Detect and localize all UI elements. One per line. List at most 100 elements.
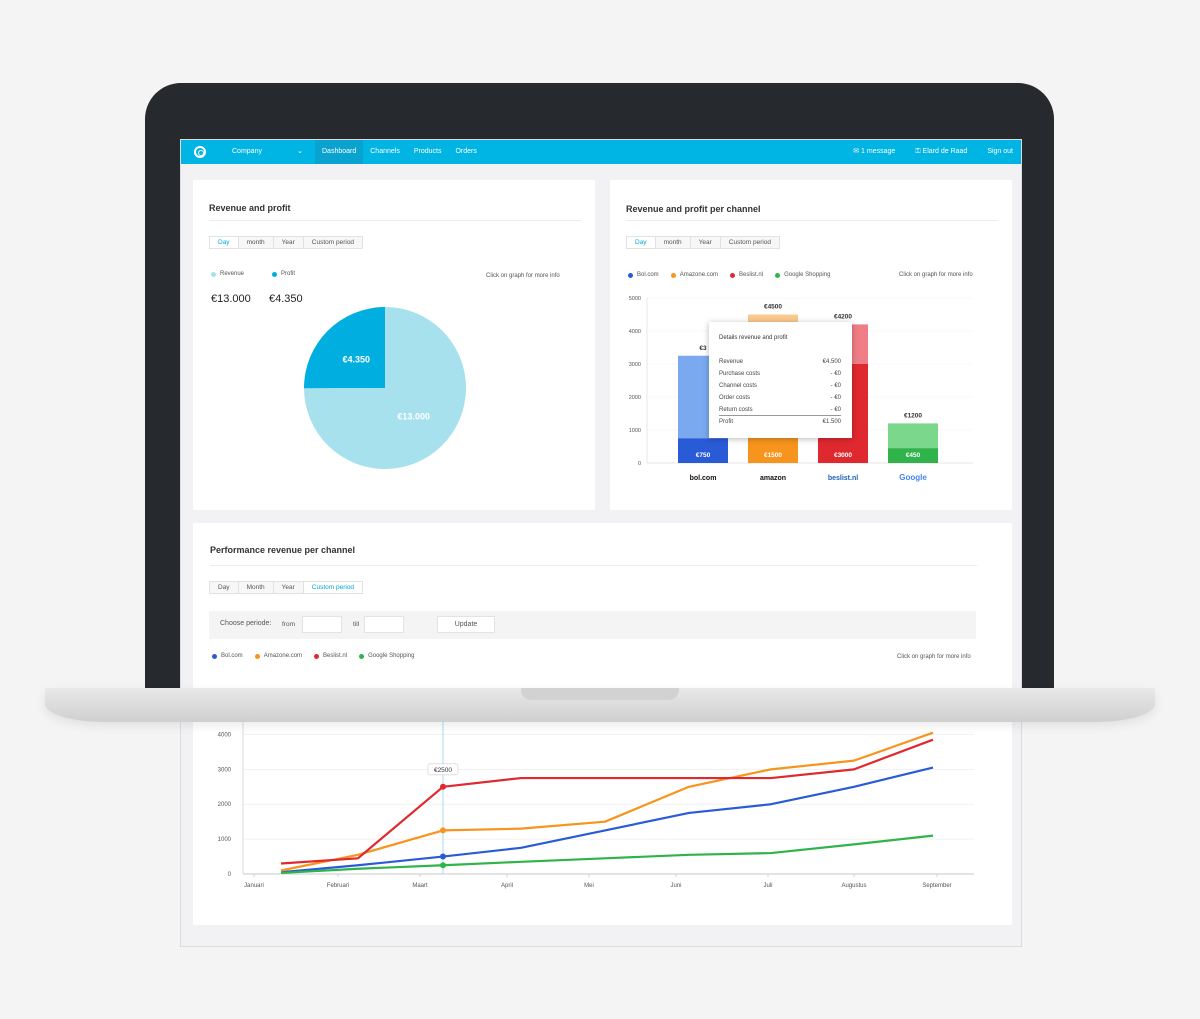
profit-total: €4.350	[269, 293, 303, 305]
nav-orders[interactable]: Orders	[455, 148, 477, 155]
hover-point	[440, 853, 446, 860]
legend-item-profit[interactable]: Profit	[272, 271, 295, 277]
graph-hint: Click on graph for more info	[897, 654, 971, 660]
bar-profit	[678, 438, 728, 463]
legend-item-amazon[interactable]: Amazone.com	[254, 653, 303, 659]
card-title: Performance revenue per channel	[210, 545, 356, 555]
channel-logo-3: Google	[899, 473, 927, 482]
tab-year[interactable]: Year	[691, 237, 721, 248]
chevron-down-icon: ⌄	[297, 148, 303, 155]
tooltip-row-order: Order costs - €0	[719, 395, 841, 401]
line-beslist-nl	[280, 738, 934, 865]
row-label: Revenue	[719, 359, 744, 365]
bar-profit	[888, 448, 938, 463]
period-tabs: Day month Year Custom period	[209, 236, 364, 249]
legend-item-google[interactable]: Google Shopping	[775, 272, 830, 278]
from-label: from	[282, 621, 295, 628]
legend-item-google[interactable]: Google Shopping	[359, 653, 414, 659]
channel-logo-1: amazon	[760, 475, 786, 482]
nav-dashboard[interactable]: Dashboard	[315, 140, 364, 164]
revenue-profit-pie-chart[interactable]: €4.350 €13.000	[193, 180, 595, 510]
tab-day[interactable]: Day	[627, 237, 656, 248]
bar-profit-label: €450	[906, 452, 921, 459]
legend-item-beslist[interactable]: Beslist.nl	[314, 653, 347, 659]
user-link[interactable]: ⚿ Elard de Raad	[905, 140, 977, 164]
y-tick-label: 0	[638, 461, 641, 467]
y-tick-label: 2000	[218, 802, 232, 808]
messages-link[interactable]: ✉ 1 message	[843, 140, 905, 164]
user-name: Elard de Raad	[922, 148, 968, 155]
marker-tooltip-box	[427, 763, 459, 776]
performance-legend: Bol.com Amazone.com Beslist.nl Google Sh…	[212, 653, 426, 659]
x-tick-label: Augustus	[841, 883, 866, 889]
tab-day[interactable]: Day	[210, 582, 239, 593]
row-value: €1.500	[822, 419, 841, 425]
divider	[209, 220, 581, 221]
legend-label: Beslist.nl	[323, 653, 348, 659]
till-date-input[interactable]	[364, 616, 404, 633]
company-label: Company	[232, 148, 262, 155]
app-screen: Company ⌄ Dashboard Channels Products Or…	[180, 139, 1022, 947]
tab-custom-period[interactable]: Custom period	[728, 239, 772, 246]
tab-custom-period[interactable]: Custom period	[311, 239, 355, 246]
legend-dot	[730, 272, 736, 278]
legend: Revenue Profit	[211, 271, 307, 277]
legend-item-beslist[interactable]: Beslist.nl	[730, 272, 763, 278]
brand-logo-icon[interactable]	[194, 146, 206, 158]
divider	[210, 565, 977, 566]
divider	[626, 220, 998, 221]
nav-products[interactable]: Products	[413, 148, 442, 155]
legend-dot	[628, 272, 633, 278]
y-tick-label: 4000	[629, 329, 641, 335]
legend-label: Profit	[281, 271, 296, 277]
y-tick-label: 3000	[629, 362, 641, 368]
y-tick-label: 1000	[629, 428, 641, 434]
periode-label: Choose periode:	[220, 620, 272, 627]
legend-label: Amazone.com	[263, 653, 303, 659]
tab-month[interactable]: Month	[239, 582, 274, 593]
tooltip-row-profit: Profit €1.500	[719, 419, 841, 425]
card-title: Revenue and profit	[209, 203, 291, 213]
legend-item-revenue[interactable]: Revenue	[211, 271, 244, 277]
y-tick-label: 0	[228, 872, 232, 878]
legend-label: Google Shopping	[368, 653, 415, 659]
from-date-input[interactable]	[302, 616, 342, 633]
tooltip-title: Details revenue and profit	[719, 335, 788, 341]
update-button[interactable]: Update	[437, 616, 495, 633]
nav-channels[interactable]: Channels	[370, 148, 400, 155]
card-title: Revenue and profit per channel	[626, 204, 761, 214]
row-value: - €0	[830, 407, 841, 413]
tab-month[interactable]: month	[656, 237, 691, 248]
x-tick-label: Mei	[584, 883, 594, 889]
legend-dot	[212, 653, 217, 659]
legend-dot	[254, 653, 260, 659]
tab-day[interactable]: Day	[210, 237, 239, 248]
tab-custom-period[interactable]: Custom period	[303, 582, 363, 593]
laptop-notch	[521, 688, 679, 700]
bar-profit-label: €1500	[764, 452, 782, 459]
signout-link[interactable]: Sign out	[987, 148, 1013, 155]
x-tick-label: Maart	[412, 883, 428, 889]
legend-dot	[670, 272, 676, 278]
line-bol-com	[280, 766, 934, 874]
x-tick-label: Januari	[244, 883, 264, 889]
y-tick-label: 4000	[218, 732, 232, 738]
tab-year[interactable]: Year	[274, 237, 304, 248]
performance-line-chart[interactable]: 0 1000 2000 3000 4000 Januari Februari Maart Apr…	[181, 140, 1022, 947]
y-tick-label: 5000	[629, 296, 641, 302]
period-picker: Choose periode: from till Update	[209, 611, 976, 639]
row-label: Profit	[719, 419, 734, 425]
tab-month[interactable]: month	[239, 237, 274, 248]
row-value: - €0	[830, 383, 841, 389]
row-label: Return costs	[719, 407, 753, 413]
legend-item-bol[interactable]: Bol.com	[212, 653, 243, 659]
period-tabs: Day month Year Custom period	[626, 236, 781, 249]
tab-year[interactable]: Year	[274, 582, 304, 593]
user-lock-icon: ⚿	[915, 148, 921, 155]
legend-item-bol[interactable]: Bol.com	[628, 272, 659, 278]
legend-item-amazon[interactable]: Amazone.com	[670, 272, 718, 278]
nav-right-group: ✉ 1 message ⚿ Elard de Raad Sign out	[843, 140, 1021, 164]
company-dropdown[interactable]: Company ⌄	[222, 140, 315, 164]
details-tooltip: Details revenue and profit Revenue €4.500…	[709, 322, 852, 438]
legend-dot	[314, 653, 320, 659]
